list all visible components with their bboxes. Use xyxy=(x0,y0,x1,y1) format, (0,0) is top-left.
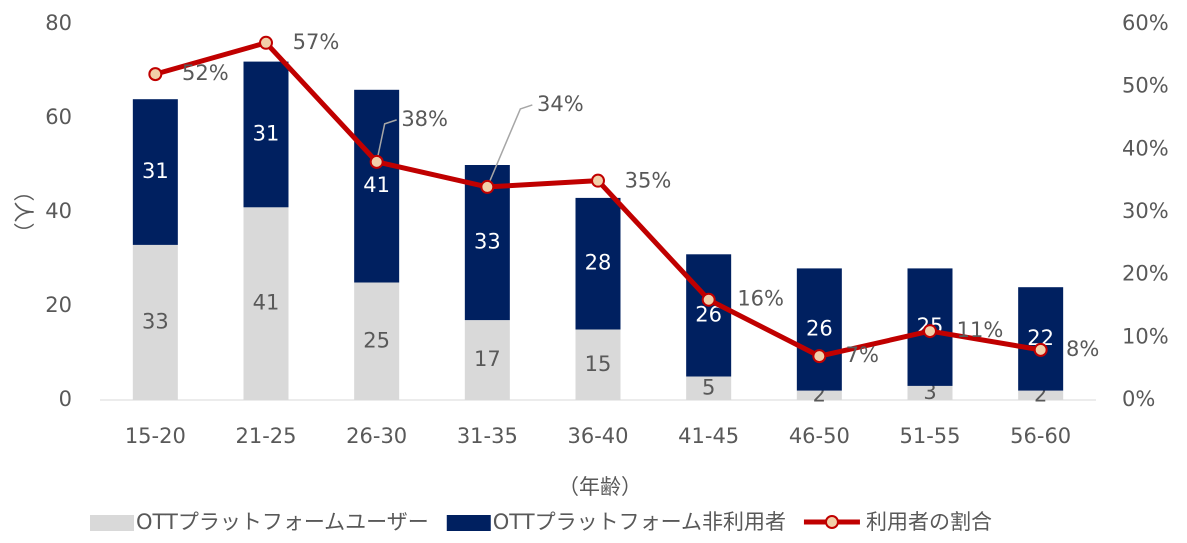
bar-label: 5 xyxy=(702,375,715,399)
y2-tick-label: 50% xyxy=(1122,74,1169,98)
bar-segment xyxy=(686,376,732,400)
line-label: 11% xyxy=(957,318,1004,342)
legend-swatch xyxy=(446,515,491,531)
bar-label: 41 xyxy=(363,173,390,197)
bar-label: 41 xyxy=(253,291,280,315)
line-marker xyxy=(480,179,495,194)
bar-segment xyxy=(796,268,842,391)
y2-tick-label: 10% xyxy=(1122,324,1169,348)
x-tick-label: 21-25 xyxy=(235,424,296,448)
y-tick-label: 40 xyxy=(45,199,72,223)
x-tick-label: 56-60 xyxy=(1010,424,1071,448)
x-tick-label: 46-50 xyxy=(789,424,850,448)
bar-segment xyxy=(243,61,289,208)
bar-segment xyxy=(354,282,400,400)
y2-tick-label: 60% xyxy=(1122,11,1169,35)
bar-label: 3 xyxy=(923,380,936,404)
y2-tick-label: 0% xyxy=(1122,387,1155,411)
bar-label: 33 xyxy=(474,230,501,254)
y-tick-label: 80 xyxy=(45,11,72,35)
line-marker xyxy=(591,173,605,188)
y2-tick-label: 40% xyxy=(1122,136,1169,160)
bar-label: 33 xyxy=(142,309,169,333)
y-tick-label: 0 xyxy=(59,387,72,411)
bar-segment xyxy=(575,197,621,330)
y2-tick-label: 30% xyxy=(1122,199,1169,223)
y-axis-label: （人） xyxy=(11,181,35,244)
legend-label: OTTプラットフォームユーザー xyxy=(136,510,429,534)
line-marker xyxy=(701,292,716,307)
x-axis-label: （年齢） xyxy=(558,475,642,499)
bar-segment xyxy=(1018,287,1064,391)
legend-label: 利用者の割合 xyxy=(866,510,992,534)
line-marker xyxy=(148,67,163,82)
x-tick-label: 51-55 xyxy=(899,424,960,448)
bar-label: 28 xyxy=(585,251,612,275)
line-marker xyxy=(369,154,384,169)
bar-segment xyxy=(907,385,953,400)
bar-segment xyxy=(464,320,510,400)
x-tick-label: 36-40 xyxy=(567,424,628,448)
y-tick-label: 60 xyxy=(45,105,72,129)
leader-line xyxy=(375,119,397,163)
x-tick-label: 41-45 xyxy=(678,424,739,448)
x-tick-label: 31-35 xyxy=(457,424,518,448)
bar-segment xyxy=(132,99,178,245)
line-label: 52% xyxy=(182,61,229,85)
bar-label: 31 xyxy=(142,159,169,183)
x-tick-label: 26-30 xyxy=(346,424,407,448)
bar-label: 31 xyxy=(253,121,280,145)
leader-line xyxy=(486,104,533,188)
line-label: 16% xyxy=(737,287,784,311)
line-label: 35% xyxy=(625,169,672,193)
bar-label: 25 xyxy=(363,328,390,352)
bar-segment xyxy=(1018,390,1064,400)
bar-segment xyxy=(132,244,178,400)
legend-swatch xyxy=(824,515,839,529)
line-label: 57% xyxy=(293,30,340,54)
bar-label: 26 xyxy=(806,317,833,341)
line-marker xyxy=(923,324,937,339)
legend-label: OTTプラットフォーム非利用者 xyxy=(493,510,786,534)
y2-tick-label: 20% xyxy=(1122,262,1169,286)
x-tick-label: 15-20 xyxy=(125,424,186,448)
line-label: 8% xyxy=(1066,337,1099,361)
bar-segment xyxy=(575,329,621,400)
line-marker xyxy=(1033,342,1048,357)
line-label: 7% xyxy=(846,343,879,367)
line-label: 38% xyxy=(401,107,448,131)
line-marker xyxy=(259,35,273,50)
line-marker xyxy=(812,349,827,364)
bar-segment xyxy=(686,254,732,377)
y-tick-label: 20 xyxy=(45,293,72,317)
bar-segment xyxy=(243,207,289,400)
bar-label: 15 xyxy=(585,352,612,376)
bar-label: 17 xyxy=(474,347,501,371)
line-label: 34% xyxy=(537,92,584,116)
bar-segment xyxy=(796,390,842,400)
legend-swatch xyxy=(90,515,134,531)
